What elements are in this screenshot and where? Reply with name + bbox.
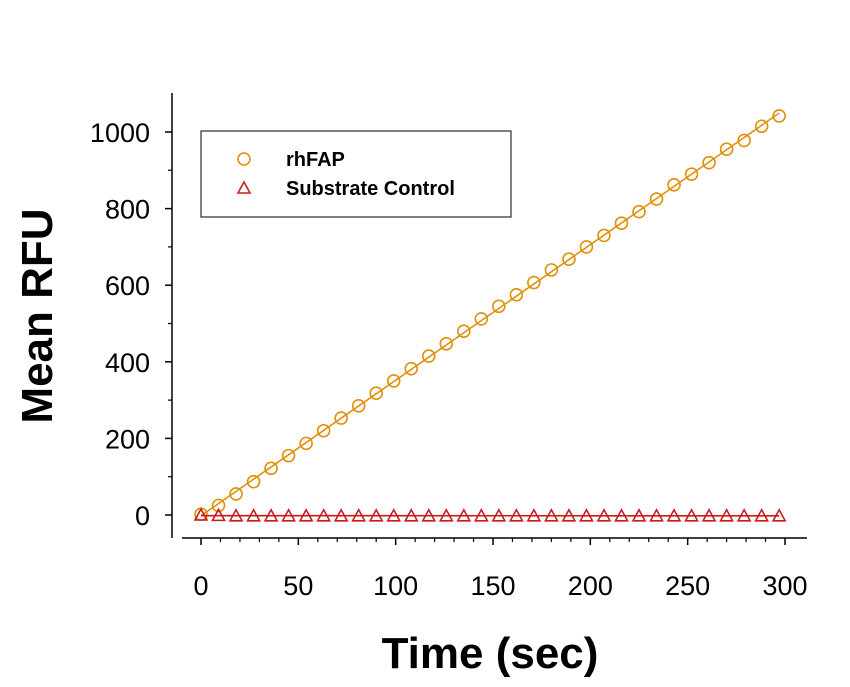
data-point-triangle — [193, 507, 209, 521]
data-point-triangle — [298, 508, 314, 522]
x-tick-label: 100 — [373, 571, 418, 601]
data-point-triangle — [701, 508, 717, 522]
data-point-circle — [562, 252, 576, 266]
data-point-triangle — [211, 507, 226, 522]
data-point-circle — [667, 178, 681, 192]
y-tick-label: 400 — [105, 348, 150, 378]
legend-marker-substrate-control-icon — [236, 180, 252, 194]
legend-marker-rhfap-icon — [237, 152, 251, 166]
data-point-triangle — [246, 508, 261, 522]
data-point-triangle — [333, 508, 349, 522]
fit-line-0 — [200, 112, 780, 517]
data-point-circle — [456, 324, 471, 338]
data-point-triangle — [281, 508, 296, 522]
data-point-triangle — [263, 508, 279, 522]
data-point-circle — [334, 411, 348, 425]
data-point-circle — [404, 361, 419, 376]
data-point-triangle — [473, 508, 489, 522]
y-tick-label: 0 — [135, 501, 150, 531]
legend-label-rhfap: rhFAP — [286, 149, 345, 171]
data-point-circle — [737, 133, 751, 148]
data-point-circle — [527, 275, 541, 290]
data-point-triangle — [736, 508, 752, 522]
series-layer — [193, 109, 787, 522]
data-point-triangle — [666, 508, 682, 522]
data-point-circle — [299, 436, 313, 451]
data-point-circle — [719, 142, 734, 157]
data-point-triangle — [561, 508, 577, 522]
data-point-triangle — [544, 508, 559, 522]
data-point-triangle — [403, 508, 419, 522]
data-point-circle — [754, 119, 769, 134]
data-point-triangle — [368, 508, 384, 522]
x-tick-label: 300 — [762, 571, 807, 601]
data-point-circle — [246, 474, 261, 489]
data-point-circle — [632, 204, 646, 219]
data-point-circle — [439, 336, 454, 351]
data-point-triangle — [456, 508, 472, 522]
data-point-triangle — [754, 508, 769, 522]
axes — [171, 93, 807, 539]
data-point-triangle — [509, 508, 524, 522]
data-point-circle — [772, 109, 786, 123]
y-tick-label: 1000 — [90, 118, 150, 148]
data-point-circle — [509, 287, 524, 302]
x-tick-label: 50 — [283, 571, 313, 601]
x-tick-label: 0 — [193, 571, 208, 601]
x-tick-label: 200 — [568, 571, 613, 601]
x-tick-label: 150 — [470, 571, 515, 601]
data-point-circle — [369, 386, 384, 401]
data-point-triangle — [316, 508, 331, 522]
data-point-circle — [702, 155, 716, 170]
data-point-circle — [649, 192, 664, 206]
data-point-triangle — [719, 508, 734, 522]
data-point-triangle — [421, 508, 437, 522]
data-point-triangle — [579, 508, 594, 522]
data-point-circle — [579, 240, 594, 254]
data-point-triangle — [228, 508, 244, 522]
legend: rhFAP Substrate Control — [200, 130, 512, 218]
data-point-circle — [544, 263, 559, 277]
data-point-triangle — [614, 508, 629, 522]
data-point-triangle — [526, 508, 542, 522]
y-axis-title: Mean RFU — [13, 208, 62, 423]
data-point-circle — [211, 498, 226, 513]
y-ticks: 0 200 400 600 800 1000 — [90, 118, 172, 531]
data-point-circle — [229, 487, 243, 501]
legend-label-substrate-control: Substrate Control — [286, 178, 455, 200]
data-point-circle — [386, 374, 401, 388]
data-point-triangle — [596, 508, 612, 522]
x-axis-title: Time (sec) — [382, 629, 599, 678]
y-tick-label: 800 — [105, 195, 150, 225]
data-point-circle — [421, 349, 436, 363]
data-point-triangle — [491, 508, 507, 522]
data-point-circle — [264, 461, 278, 476]
data-point-triangle — [631, 508, 647, 522]
data-point-circle — [316, 423, 331, 438]
data-point-triangle — [438, 508, 454, 522]
y-tick-label: 600 — [105, 271, 150, 301]
data-point-triangle — [684, 508, 699, 522]
legend-box — [200, 130, 512, 218]
data-point-circle — [281, 448, 296, 463]
y-tick-label: 200 — [105, 424, 150, 454]
data-point-circle — [474, 312, 489, 326]
data-point-triangle — [386, 508, 402, 522]
x-ticks: 0 50 100 150 200 250 300 — [193, 538, 808, 601]
data-point-circle — [351, 399, 366, 413]
data-point-triangle — [649, 508, 664, 522]
data-point-triangle — [351, 508, 367, 522]
data-point-circle — [614, 216, 629, 230]
data-point-triangle — [771, 508, 787, 522]
data-point-circle — [492, 299, 506, 314]
x-tick-label: 250 — [665, 571, 710, 601]
data-point-circle — [597, 228, 611, 243]
data-point-circle — [684, 167, 699, 181]
